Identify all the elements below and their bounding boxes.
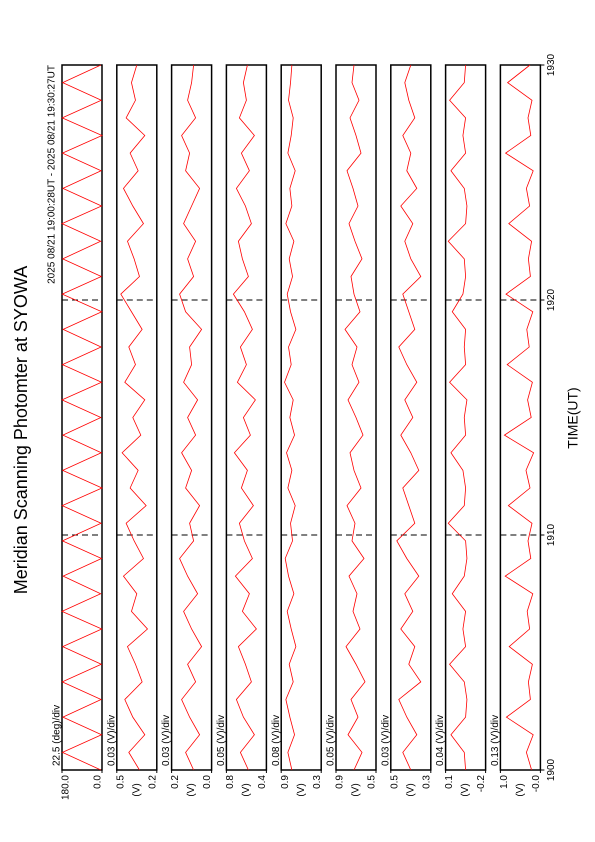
y-tick-label: 180.0 bbox=[61, 775, 72, 800]
y-tick-label: 0.2 bbox=[147, 775, 158, 789]
unit-label: (V) bbox=[296, 783, 307, 796]
unit-label: (V) bbox=[405, 783, 416, 796]
unit-label: (V) bbox=[186, 783, 197, 796]
y-tick-label: -0.2 bbox=[476, 775, 487, 793]
y-tick-label: 0.2 bbox=[170, 775, 181, 789]
y-tick-label: 0.5 bbox=[115, 775, 126, 789]
y-tick-label: 0.5 bbox=[389, 775, 400, 789]
unit-label: (V) bbox=[131, 783, 142, 796]
unit-label: (V) bbox=[460, 783, 471, 796]
scale-label: 0.08 (V)/div bbox=[271, 715, 282, 766]
panel-frame bbox=[116, 64, 158, 771]
y-tick-label: 1.0 bbox=[499, 775, 510, 789]
x-tick-label: 1920 bbox=[546, 288, 557, 311]
data-trace bbox=[61, 64, 103, 771]
data-trace bbox=[344, 64, 366, 771]
panel-frame bbox=[499, 64, 542, 771]
y-tick-label: 0.1 bbox=[444, 775, 455, 789]
scale-label: 0.03 (V)/div bbox=[106, 715, 117, 766]
chart-subtitle: 2025 08/21 19:00:28UT - 2025 08/21 19:30… bbox=[47, 65, 58, 284]
data-trace bbox=[120, 64, 149, 771]
y-tick-label: 0.4 bbox=[257, 775, 268, 789]
data-trace bbox=[284, 64, 297, 771]
panel-frame bbox=[170, 64, 213, 771]
panel-frame bbox=[280, 64, 322, 771]
data-trace bbox=[503, 64, 535, 771]
panel-frame bbox=[444, 64, 487, 771]
data-trace bbox=[396, 64, 422, 771]
y-tick-label: 0.3 bbox=[421, 775, 432, 789]
y-tick-label: 0.9 bbox=[335, 775, 346, 789]
panel-frame bbox=[61, 64, 103, 771]
scale-label: 0.05 (V)/div bbox=[326, 715, 337, 766]
y-tick-label: 0.8 bbox=[225, 775, 236, 789]
y-tick-label: 0.0 bbox=[93, 775, 104, 789]
x-tick-label: 1900 bbox=[546, 758, 557, 781]
x-tick-label: 1930 bbox=[546, 53, 557, 76]
x-tick-label: 1910 bbox=[546, 523, 557, 546]
scale-label: 22.5 (deg)/div bbox=[52, 705, 63, 766]
unit-label: (V) bbox=[351, 783, 362, 796]
scale-label: 0.05 (V)/div bbox=[216, 715, 227, 766]
scale-label: 0.13 (V)/div bbox=[490, 715, 501, 766]
unit-label: (V) bbox=[515, 783, 526, 796]
panel-frame bbox=[225, 64, 268, 771]
panel-frame bbox=[390, 64, 432, 771]
y-tick-label: 0.3 bbox=[312, 775, 323, 789]
y-tick-label: -0.0 bbox=[531, 775, 542, 793]
data-trace bbox=[179, 64, 203, 771]
chart-title: Meridian Scanning Photomter at SYOWA bbox=[11, 266, 31, 594]
scale-label: 0.03 (V)/div bbox=[161, 715, 172, 766]
data-trace bbox=[232, 64, 257, 771]
x-axis-label: TIME(UT) bbox=[565, 387, 581, 448]
unit-label: (V) bbox=[241, 783, 252, 796]
scale-label: 0.03 (V)/div bbox=[380, 715, 391, 766]
y-tick-label: 0.9 bbox=[280, 775, 291, 789]
y-tick-label: 0.5 bbox=[367, 775, 378, 789]
rotated-plot: Meridian Scanning Photomter at SYOWA 202… bbox=[11, 53, 581, 800]
scale-label: 0.04 (V)/div bbox=[435, 715, 446, 766]
y-tick-label: 0.0 bbox=[202, 775, 213, 789]
data-trace bbox=[447, 64, 468, 771]
